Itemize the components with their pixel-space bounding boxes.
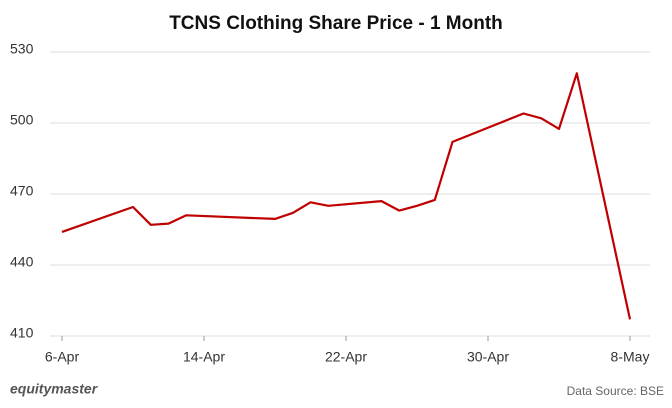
y-tick-label: 410 [10, 325, 34, 341]
x-tick-label: 22-Apr [325, 349, 367, 365]
price-line [61, 72, 632, 320]
data-source: Data Source: BSE [567, 384, 664, 398]
brand-logo: equitymaster [10, 381, 99, 397]
x-tick-label: 8-May [611, 349, 650, 365]
x-tick-label: 6-Apr [45, 349, 80, 365]
chart-title: TCNS Clothing Share Price - 1 Month [169, 13, 503, 34]
y-tick-label: 470 [10, 183, 34, 199]
y-tick-label: 530 [10, 41, 34, 57]
y-tick-label: 500 [10, 112, 34, 128]
x-tick-label: 30-Apr [467, 349, 509, 365]
x-tick-label: 14-Apr [183, 349, 225, 365]
y-tick-label: 440 [10, 254, 34, 270]
